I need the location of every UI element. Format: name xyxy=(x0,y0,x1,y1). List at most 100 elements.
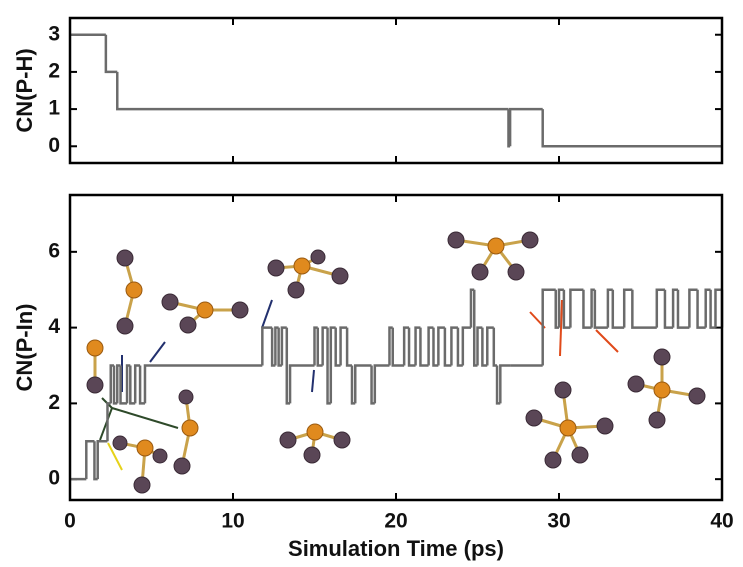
molecule xyxy=(116,249,143,335)
step-segment xyxy=(450,326,458,366)
step-segment xyxy=(499,364,511,404)
arrow xyxy=(595,329,619,353)
step-segment xyxy=(508,107,543,147)
molecule xyxy=(173,389,199,475)
y-tick-label: 2 xyxy=(48,59,60,82)
molecule xyxy=(86,339,104,394)
step-segment xyxy=(714,288,722,328)
step-segment xyxy=(321,326,328,366)
step-segment xyxy=(443,327,452,367)
y-axis-label: CN(P-H) xyxy=(12,48,37,132)
step-segment xyxy=(557,288,564,328)
y-tick-label: 0 xyxy=(48,134,60,157)
x-tick-label: 40 xyxy=(710,510,733,533)
step-segment xyxy=(606,288,613,328)
step-segment xyxy=(85,440,95,480)
step-segment xyxy=(676,289,690,329)
step-segment xyxy=(688,288,698,328)
step-segment xyxy=(261,326,273,366)
step-segment xyxy=(709,289,716,329)
molecule xyxy=(447,231,539,281)
step-segment xyxy=(270,327,276,367)
y-tick-label: 4 xyxy=(48,315,60,338)
arrow xyxy=(107,442,123,471)
molecule xyxy=(267,249,349,299)
step-segment xyxy=(492,327,498,367)
plot-frame xyxy=(68,16,724,165)
step-segment xyxy=(590,288,595,328)
x-tick-label: 20 xyxy=(384,510,407,533)
molecule xyxy=(627,348,706,429)
step-segment xyxy=(541,288,556,366)
step-segment xyxy=(339,326,348,366)
step-segment xyxy=(655,288,665,328)
step-segment xyxy=(631,289,657,329)
y-tick-label: 1 xyxy=(48,97,60,120)
step-segment xyxy=(354,364,372,404)
step-segment xyxy=(486,326,494,366)
step-segment xyxy=(280,326,287,366)
step-segment xyxy=(541,109,722,148)
molecule xyxy=(112,435,168,494)
molecule xyxy=(525,381,614,469)
step-segment xyxy=(663,289,674,329)
arrow xyxy=(261,299,273,329)
arrow xyxy=(559,299,563,357)
arrow xyxy=(149,341,166,363)
molecule xyxy=(161,293,249,334)
arrow xyxy=(311,369,315,393)
step-segment xyxy=(96,440,108,480)
x-tick-label: 30 xyxy=(547,510,570,533)
step-segment xyxy=(427,326,434,366)
step-segment xyxy=(432,327,439,367)
step-segment xyxy=(671,288,678,328)
step-segment xyxy=(129,365,136,405)
step-segment xyxy=(414,326,421,366)
step-segment xyxy=(402,326,410,366)
y-tick-label: 0 xyxy=(48,467,60,490)
step-segment xyxy=(329,326,336,404)
y-tick-label: 3 xyxy=(48,22,60,45)
step-segment xyxy=(476,326,483,366)
step-segment xyxy=(562,289,571,329)
step-segment xyxy=(696,289,706,329)
molecule xyxy=(279,423,351,464)
step-segment xyxy=(277,327,282,367)
step-segment xyxy=(143,364,263,404)
step-segment xyxy=(469,288,475,328)
step-segment xyxy=(593,289,608,329)
x-axis-label: Simulation Time (ps) xyxy=(288,536,504,561)
y-tick-label: 6 xyxy=(48,239,60,262)
step-segment xyxy=(419,327,429,367)
step-segment xyxy=(138,365,145,405)
y-axis-label: CN(P-In) xyxy=(12,304,37,392)
arrow xyxy=(99,407,113,441)
x-tick-label: 10 xyxy=(221,510,244,533)
step-segment xyxy=(569,288,584,328)
step-segment xyxy=(437,326,445,366)
step-segment xyxy=(119,365,128,405)
arrow xyxy=(111,407,179,429)
step-segment xyxy=(582,289,592,329)
step-segment xyxy=(288,364,315,404)
step-segment xyxy=(704,288,711,328)
step-segment xyxy=(391,327,405,367)
step-segment xyxy=(611,289,625,329)
step-segment xyxy=(116,71,509,111)
step-segment xyxy=(481,327,488,367)
step-segment xyxy=(133,364,141,404)
step-segment xyxy=(104,34,118,74)
step-segment xyxy=(622,288,633,328)
plot-frame xyxy=(68,193,724,502)
step-segment xyxy=(456,327,463,367)
step-segment xyxy=(554,289,559,329)
step-segment xyxy=(461,326,471,366)
molecule-decorations xyxy=(86,231,706,494)
step-segment xyxy=(472,289,478,367)
step-segment xyxy=(334,327,341,367)
x-tick-label: 0 xyxy=(64,510,76,533)
y-tick-label: 2 xyxy=(48,391,60,414)
step-segment xyxy=(345,327,352,367)
step-segment xyxy=(106,402,111,442)
